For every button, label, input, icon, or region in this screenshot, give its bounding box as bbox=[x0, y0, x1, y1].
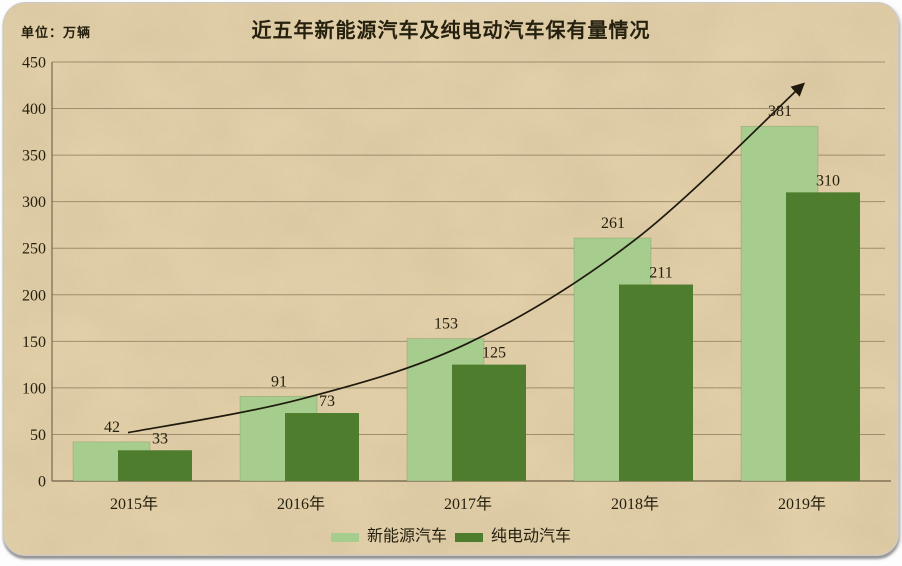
y-tick-label-100: 100 bbox=[22, 380, 46, 397]
value-label-pure-electric-2016年: 73 bbox=[319, 393, 335, 410]
y-tick-label-350: 350 bbox=[22, 148, 46, 165]
bar-pure-electric-2018年 bbox=[619, 284, 693, 481]
y-tick-label-50: 50 bbox=[30, 427, 46, 444]
chart-title: 近五年新能源汽车及纯电动汽车保有量情况 bbox=[251, 20, 651, 42]
trend-curve bbox=[127, 82, 805, 434]
value-label-pure-electric-2018年: 211 bbox=[649, 265, 672, 282]
y-tick-label-200: 200 bbox=[22, 287, 46, 304]
y-tick-label-150: 150 bbox=[22, 334, 46, 351]
y-tick-label-400: 400 bbox=[22, 101, 46, 118]
bar-pure-electric-2015年 bbox=[118, 450, 192, 481]
x-tick-label-2016年: 2016年 bbox=[277, 495, 325, 513]
legend-swatch-new-energy bbox=[330, 532, 359, 542]
value-label-pure-electric-2019年: 310 bbox=[816, 172, 840, 189]
y-tick-label-250: 250 bbox=[22, 241, 46, 258]
axis-unit-label: 单位：万辆 bbox=[21, 25, 92, 40]
value-label-new-energy-2015年: 42 bbox=[104, 419, 120, 436]
x-tick-label-2015年: 2015年 bbox=[110, 495, 158, 513]
value-label-new-energy-2019年: 381 bbox=[768, 103, 792, 120]
legend-label-pure-electric: 纯电动汽车 bbox=[491, 528, 572, 545]
bar-pure-electric-2017年 bbox=[452, 364, 526, 481]
legend-swatch-pure-electric bbox=[455, 532, 483, 542]
x-tick-label-2017年: 2017年 bbox=[444, 495, 492, 513]
x-tick-label-2019年: 2019年 bbox=[778, 495, 826, 513]
value-label-pure-electric-2015年: 33 bbox=[152, 430, 168, 447]
value-label-new-energy-2017年: 153 bbox=[434, 316, 458, 333]
y-tick-label-300: 300 bbox=[22, 194, 46, 211]
bar-pure-electric-2016年 bbox=[285, 413, 359, 481]
x-tick-label-2018年: 2018年 bbox=[611, 495, 659, 513]
legend: 新能源汽车 纯电动汽车 bbox=[0, 527, 902, 547]
y-tick-label-450: 450 bbox=[22, 55, 46, 72]
legend-label-new-energy: 新能源汽车 bbox=[366, 528, 447, 545]
value-label-new-energy-2018年: 261 bbox=[601, 215, 625, 232]
bar-pure-electric-2019年 bbox=[786, 192, 860, 481]
y-tick-label-0: 0 bbox=[38, 474, 46, 491]
value-label-new-energy-2016年: 91 bbox=[271, 373, 287, 390]
value-label-pure-electric-2017年: 125 bbox=[482, 345, 506, 362]
